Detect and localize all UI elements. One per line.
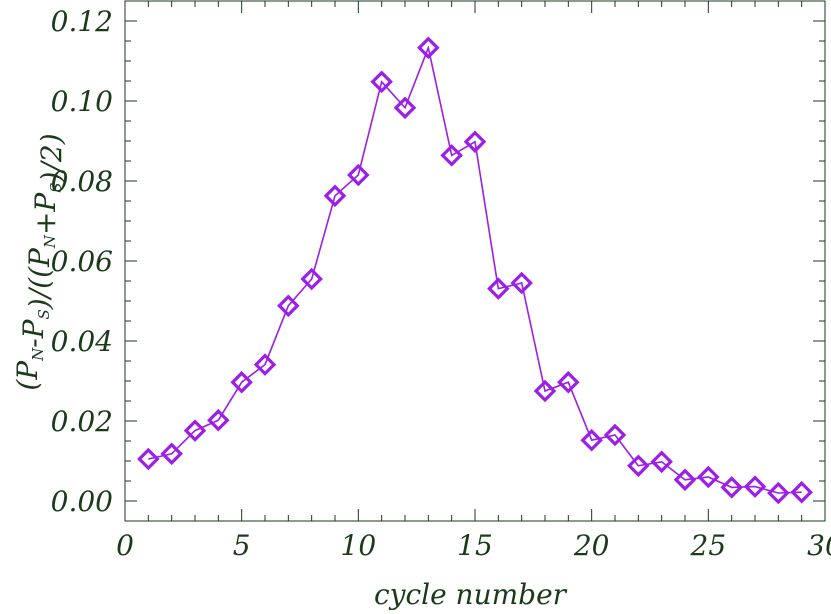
plot-frame — [124, 0, 826, 522]
data-point-marker — [603, 423, 627, 447]
y-tick-label: 0.10 — [51, 85, 113, 118]
data-point-marker — [720, 476, 743, 499]
data-point-marker — [393, 96, 417, 120]
data-point-marker — [370, 70, 393, 94]
data-point-marker — [650, 450, 673, 474]
data-point-marker — [743, 475, 767, 498]
x-tick-label: 20 — [573, 529, 610, 562]
y-tick-label: 0.04 — [51, 325, 113, 358]
x-tick-label: 0 — [116, 529, 134, 562]
x-axis: 0 5 10 15 20 25 30 — [116, 1, 831, 562]
data-point-marker — [417, 36, 440, 60]
y-label-subscript: N — [29, 347, 47, 362]
data-point-marker — [253, 353, 277, 376]
data-point-marker — [487, 277, 510, 300]
data-point-marker — [790, 480, 813, 504]
plot-area — [137, 36, 813, 505]
x-tick-label: 10 — [341, 529, 377, 562]
data-point-marker — [323, 184, 347, 208]
data-point-marker — [557, 370, 580, 394]
y-axis: 0.00 0.02 0.04 0.06 0.08 0.10 0.12 — [51, 0, 825, 522]
data-point-marker — [440, 144, 463, 167]
x-tick-label: 5 — [233, 529, 251, 562]
y-tick-label: 0.12 — [51, 5, 113, 38]
data-point-marker — [767, 481, 790, 505]
y-tick-label: 0.06 — [51, 245, 113, 278]
y-label-part: )/((P — [23, 247, 56, 310]
data-point-marker — [463, 130, 487, 154]
data-point-marker — [627, 454, 650, 478]
data-point-marker — [160, 442, 183, 466]
data-point-marker — [347, 163, 370, 187]
data-point-marker — [277, 294, 300, 318]
data-point-marker — [697, 465, 720, 489]
data-point-marker — [300, 267, 323, 291]
data-point-marker — [207, 408, 230, 432]
data-point-marker — [580, 428, 603, 452]
y-label-part: -P — [17, 318, 50, 347]
data-point-marker — [673, 468, 697, 492]
y-label-subscript: S — [47, 182, 65, 192]
data-point-marker — [510, 271, 533, 295]
x-tick-label: 30 — [807, 529, 831, 562]
x-tick-label: 15 — [457, 529, 493, 562]
y-label-part: (P — [11, 360, 44, 391]
y-label-part: +P — [29, 192, 62, 235]
y-tick-label: 0.08 — [51, 165, 113, 198]
data-point-marker — [533, 379, 557, 403]
y-tick-label: 0.02 — [51, 405, 113, 438]
x-tick-label: 25 — [690, 529, 727, 562]
y-label-part: )/2) — [35, 133, 68, 183]
data-point-marker — [137, 447, 160, 471]
data-point-marker — [183, 419, 207, 442]
y-axis-label: (PN-PS)/((PN+PS)/2) — [11, 133, 68, 390]
series-line — [148, 45, 802, 494]
y-tick-label: 0.00 — [51, 485, 113, 518]
data-point-marker — [230, 370, 253, 394]
y-label-subscript: S — [35, 309, 53, 319]
x-axis-label: cycle number — [374, 578, 568, 611]
y-label-subscript: N — [41, 234, 59, 249]
